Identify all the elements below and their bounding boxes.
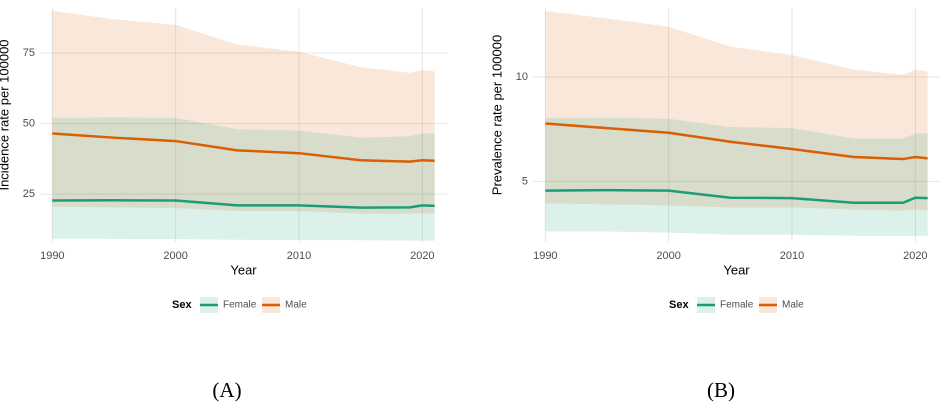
confidence-band [545,11,928,211]
panel-caption: (A) [212,378,241,402]
y-tick-label: 50 [23,117,35,129]
confidence-band [52,117,435,241]
trend-line [545,188,928,204]
y-tick-label: 25 [23,188,35,200]
x-tick-label: 1990 [533,250,557,262]
x-tick-label: 2010 [780,250,804,262]
legend-title: Sex [172,299,192,311]
x-tick-label: 2010 [287,250,311,262]
panel-caption: (B) [707,378,735,402]
x-axis-title: Year [230,262,257,277]
legend-label: Female [720,300,754,311]
confidence-band [52,10,435,214]
x-tick-label: 2020 [903,250,927,262]
y-tick-label: 10 [516,71,528,83]
trend-line [52,132,435,163]
confidence-band [545,117,928,236]
legend-title: Sex [669,299,689,311]
legend-label: Male [285,300,307,311]
y-tick-label: 75 [23,47,35,59]
x-tick-label: 2000 [656,250,680,262]
x-axis-title: Year [723,262,750,277]
y-axis-title: Prevalence rate per 100000 [489,35,504,195]
y-tick-label: 5 [522,175,528,187]
x-tick-label: 2020 [410,250,434,262]
x-tick-label: 2000 [163,250,187,262]
x-tick-label: 1990 [40,250,64,262]
y-axis-title: Incidence rate per 100000 [0,39,11,190]
trend-line [52,199,435,209]
legend-label: Male [782,300,804,311]
legend-label: Female [223,300,257,311]
trend-line [545,122,928,161]
